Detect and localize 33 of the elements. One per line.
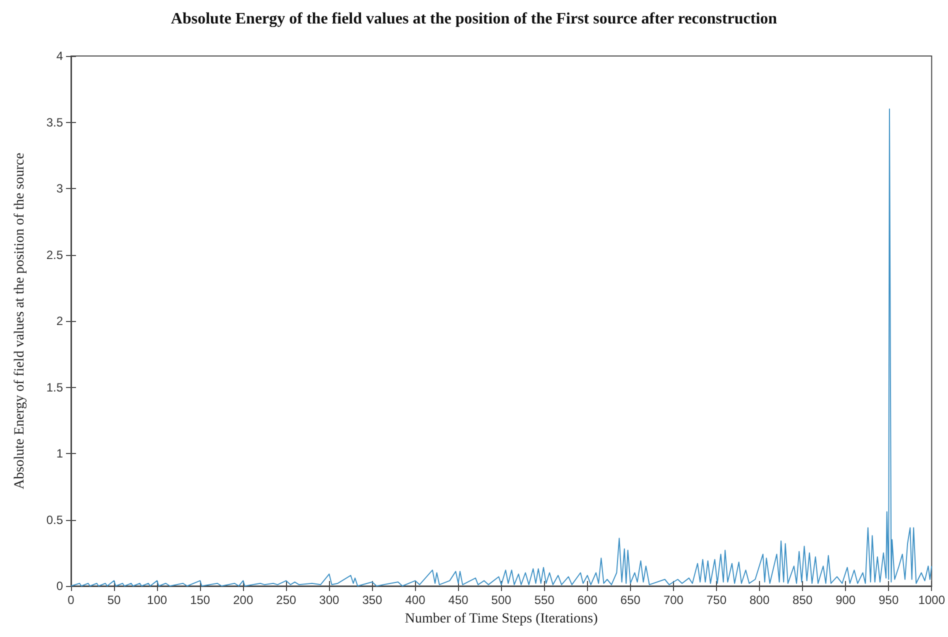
x-tick-label: 750 <box>706 593 727 607</box>
x-tick-label: 850 <box>792 593 813 607</box>
x-tick-label: 450 <box>448 593 469 607</box>
x-tick-label: 500 <box>491 593 512 607</box>
x-tick-label: 950 <box>878 593 899 607</box>
chart-title: Absolute Energy of the field values at the position of the First source after reconstruction <box>170 10 778 28</box>
y-tick-label: 3 <box>56 182 64 196</box>
x-tick-label: 800 <box>750 593 770 607</box>
x-tick-label: 0 <box>68 593 75 607</box>
x-axis-title: Number of Time Steps (Iterations) <box>404 612 598 626</box>
x-tick-label: 1000 <box>918 593 946 607</box>
x-tick-label: 250 <box>276 593 296 607</box>
y-tick-label: 1.5 <box>46 380 64 394</box>
x-tick-label: 900 <box>836 593 856 607</box>
y-tick-label: 0.5 <box>46 512 64 527</box>
y-axis-title: Absolute Energy of field values at the position of the source <box>12 152 28 490</box>
x-tick-label: 350 <box>362 593 383 607</box>
x-tick-label: 300 <box>319 593 340 607</box>
x-tick-label: 700 <box>663 593 684 607</box>
x-tick-label: 100 <box>147 593 168 607</box>
x-tick-label: 150 <box>190 593 210 607</box>
y-tick-label: 2 <box>56 314 64 328</box>
x-tick-label: 550 <box>534 593 555 607</box>
y-tick-label: 1 <box>56 446 64 460</box>
y-tick-label: 4 <box>56 49 64 63</box>
x-tick-label: 650 <box>620 593 641 607</box>
y-tick-label: 0 <box>56 579 64 593</box>
x-tick-label: 200 <box>233 593 254 607</box>
y-tick-label: 2.5 <box>46 248 64 262</box>
x-tick-label: 50 <box>107 593 122 607</box>
x-tick-label: 600 <box>577 593 598 607</box>
x-tick-label: 400 <box>405 593 426 607</box>
y-tick-label: 3.5 <box>46 115 64 130</box>
